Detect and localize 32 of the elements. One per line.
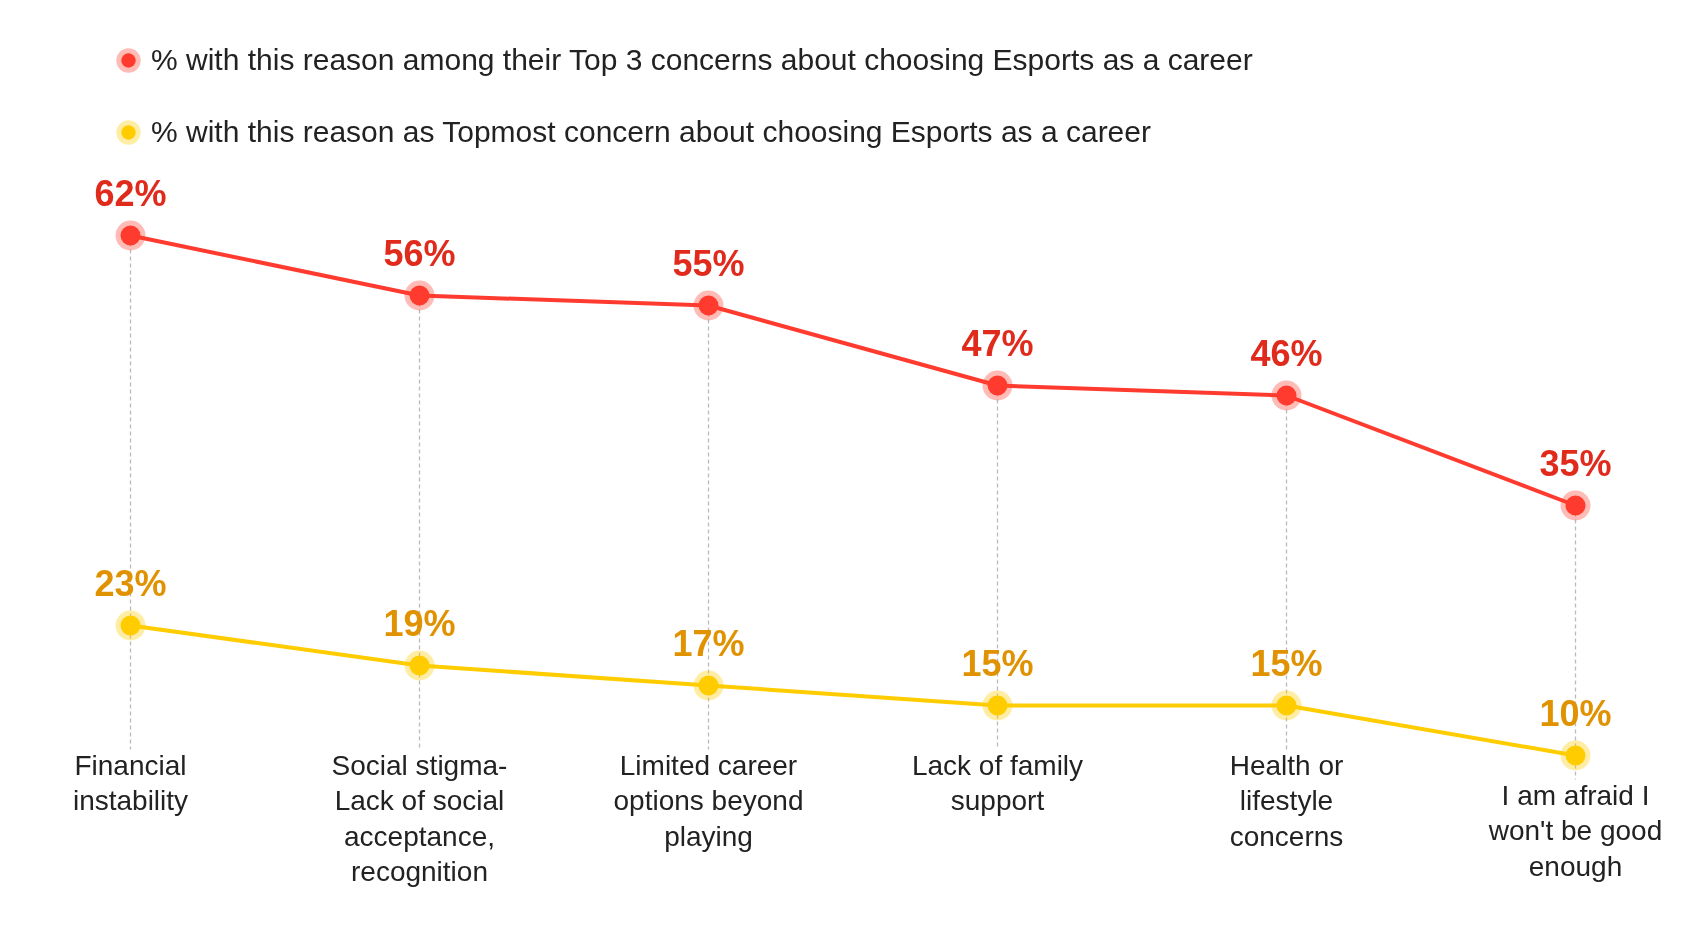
- point: [693, 670, 724, 701]
- data-label: 17%: [672, 622, 745, 664]
- point: [1560, 740, 1591, 771]
- data-label: 46%: [1250, 332, 1323, 374]
- x-tick-label: Limited career options beyond playing: [613, 749, 804, 852]
- data-label: 15%: [961, 642, 1034, 684]
- data-label: 10%: [1539, 692, 1612, 734]
- point: [404, 650, 435, 681]
- data-label: 35%: [1539, 442, 1612, 484]
- point: [115, 220, 146, 251]
- data-label: 62%: [94, 172, 167, 214]
- data-label: 19%: [383, 602, 456, 644]
- point: [1271, 380, 1302, 411]
- x-tick-label: Financial instability: [72, 749, 189, 817]
- point: [1271, 690, 1302, 721]
- point: [982, 690, 1013, 721]
- data-label: 47%: [961, 322, 1034, 364]
- point: [404, 280, 435, 311]
- point: [982, 370, 1013, 401]
- data-label: 55%: [672, 242, 745, 284]
- legend-label: % with this reason among their Top 3 concerns about choosing Esports as a career: [151, 43, 1253, 77]
- point: [693, 290, 724, 321]
- x-tick-label: Social stigma- Lack of social acceptance, recognition: [331, 749, 508, 888]
- x-tick-label: Lack of family support: [911, 749, 1084, 817]
- legend-label: % with this reason as Topmost concern about choosing Esports as a career: [151, 115, 1151, 149]
- data-label: 23%: [94, 562, 167, 604]
- point: [1560, 490, 1591, 521]
- x-tick-label: Health or lifestyle concerns: [1229, 749, 1344, 852]
- data-label: 15%: [1250, 642, 1323, 684]
- data-label: 56%: [383, 232, 456, 274]
- point: [115, 610, 146, 641]
- x-tick-label: I am afraid I won't be good enough: [1487, 779, 1663, 882]
